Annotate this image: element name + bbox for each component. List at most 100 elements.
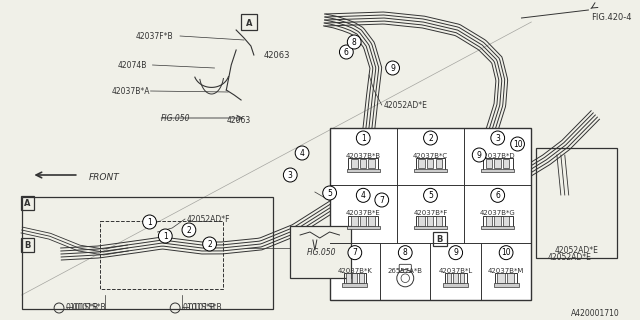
Text: 26557A*B: 26557A*B <box>388 268 423 274</box>
FancyBboxPatch shape <box>481 226 515 229</box>
FancyBboxPatch shape <box>330 128 531 300</box>
Text: 8: 8 <box>352 37 356 46</box>
Text: 42037B*E: 42037B*E <box>346 210 381 216</box>
FancyBboxPatch shape <box>352 273 357 283</box>
Text: FRONT: FRONT <box>88 172 119 181</box>
FancyBboxPatch shape <box>493 284 518 287</box>
FancyBboxPatch shape <box>486 216 492 226</box>
Text: B: B <box>436 235 443 244</box>
Text: 42037B*F: 42037B*F <box>413 210 447 216</box>
FancyBboxPatch shape <box>291 226 351 278</box>
FancyBboxPatch shape <box>494 159 500 168</box>
FancyBboxPatch shape <box>503 216 509 226</box>
FancyBboxPatch shape <box>447 273 451 283</box>
Text: B: B <box>24 241 31 250</box>
Circle shape <box>182 223 196 237</box>
Text: 42037F*B: 42037F*B <box>136 31 173 41</box>
Text: 3: 3 <box>495 133 500 142</box>
Text: 5: 5 <box>428 191 433 200</box>
FancyBboxPatch shape <box>419 216 425 226</box>
Text: 3: 3 <box>288 171 292 180</box>
Text: 2: 2 <box>186 226 191 235</box>
Text: 42052AD*E: 42052AD*E <box>384 100 428 109</box>
FancyBboxPatch shape <box>427 159 433 168</box>
FancyBboxPatch shape <box>414 169 447 172</box>
Text: 42037B*M: 42037B*M <box>488 268 524 274</box>
Circle shape <box>449 246 463 260</box>
Circle shape <box>339 45 353 59</box>
FancyBboxPatch shape <box>486 159 492 168</box>
Text: A420001710: A420001710 <box>571 309 620 318</box>
Text: 2: 2 <box>207 239 212 249</box>
Text: 8: 8 <box>403 248 408 257</box>
Circle shape <box>375 193 388 207</box>
Text: 4: 4 <box>300 148 305 157</box>
FancyBboxPatch shape <box>436 216 442 226</box>
Text: 42037B*G: 42037B*G <box>480 210 516 216</box>
FancyBboxPatch shape <box>369 159 375 168</box>
Circle shape <box>491 131 504 145</box>
Text: 42074B: 42074B <box>118 60 147 69</box>
FancyBboxPatch shape <box>481 169 515 172</box>
FancyBboxPatch shape <box>346 273 351 283</box>
FancyBboxPatch shape <box>497 273 505 283</box>
Text: 0101S*B: 0101S*B <box>182 303 215 313</box>
Text: —0101S*B: —0101S*B <box>182 303 223 313</box>
Text: 42037B*D: 42037B*D <box>480 153 516 159</box>
FancyBboxPatch shape <box>444 284 468 287</box>
FancyBboxPatch shape <box>419 159 425 168</box>
Text: A: A <box>24 198 31 207</box>
Text: 42052AD*D: 42052AD*D <box>331 199 376 209</box>
Circle shape <box>348 35 361 49</box>
Text: 42063: 42063 <box>227 116 250 124</box>
Text: 42037B*L: 42037B*L <box>438 268 473 274</box>
Circle shape <box>143 215 156 229</box>
Text: 42052AD*E: 42052AD*E <box>548 253 592 262</box>
Text: 42052AD*B: 42052AD*B <box>295 244 339 252</box>
Text: 10: 10 <box>501 248 511 257</box>
Text: 7: 7 <box>353 248 357 257</box>
Text: 9: 9 <box>390 63 395 73</box>
Circle shape <box>386 61 399 75</box>
FancyBboxPatch shape <box>360 159 366 168</box>
Circle shape <box>424 188 437 202</box>
Text: 6: 6 <box>344 47 349 57</box>
Text: 10: 10 <box>513 140 522 148</box>
Circle shape <box>424 131 437 145</box>
FancyBboxPatch shape <box>351 216 358 226</box>
Text: 42075U: 42075U <box>423 260 453 269</box>
Text: 42052AD*E: 42052AD*E <box>555 245 598 254</box>
Text: 0101S*B: 0101S*B <box>66 303 99 313</box>
FancyBboxPatch shape <box>414 226 447 229</box>
Text: 4: 4 <box>361 191 365 200</box>
FancyBboxPatch shape <box>369 216 375 226</box>
Text: FIG.050: FIG.050 <box>307 247 337 257</box>
Text: 42037B*A: 42037B*A <box>111 86 150 95</box>
Text: FIG.420-4: FIG.420-4 <box>591 12 632 21</box>
Circle shape <box>511 137 524 151</box>
Circle shape <box>203 237 216 251</box>
Text: 42037B*C: 42037B*C <box>413 153 448 159</box>
Text: 42052AD*F: 42052AD*F <box>187 214 230 223</box>
FancyBboxPatch shape <box>460 273 465 283</box>
Text: —0101S*B: —0101S*B <box>66 303 106 313</box>
Text: 1: 1 <box>147 218 152 227</box>
Circle shape <box>472 148 486 162</box>
FancyBboxPatch shape <box>436 159 442 168</box>
Text: 42052AD*D: 42052AD*D <box>331 199 376 209</box>
Circle shape <box>348 246 362 260</box>
Circle shape <box>295 146 309 160</box>
Circle shape <box>323 186 337 200</box>
Circle shape <box>356 188 370 202</box>
Text: 1: 1 <box>361 133 365 142</box>
FancyBboxPatch shape <box>503 159 509 168</box>
Text: 42037B*K: 42037B*K <box>337 268 372 274</box>
FancyBboxPatch shape <box>342 284 367 287</box>
Text: FIG.050: FIG.050 <box>161 114 190 123</box>
Text: 9: 9 <box>477 150 482 159</box>
FancyBboxPatch shape <box>347 169 380 172</box>
FancyBboxPatch shape <box>427 216 433 226</box>
Circle shape <box>159 229 172 243</box>
FancyBboxPatch shape <box>358 273 364 283</box>
Circle shape <box>284 168 297 182</box>
